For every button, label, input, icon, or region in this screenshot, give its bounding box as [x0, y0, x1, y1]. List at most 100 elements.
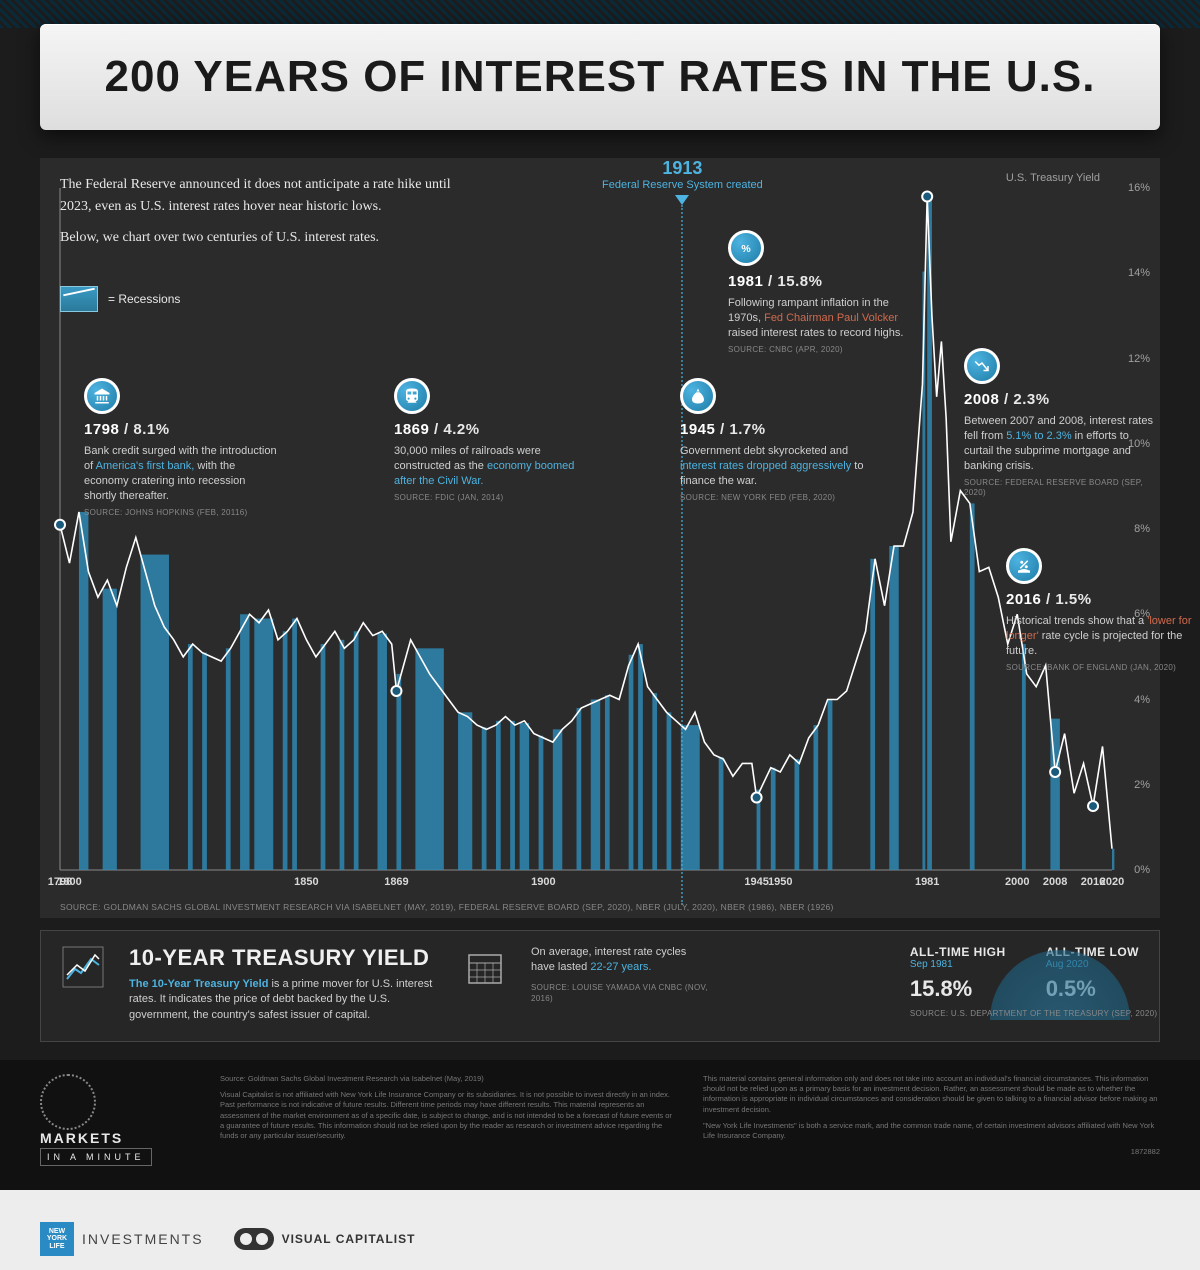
callout-source: SOURCE: NEW YORK FED (FEB, 2020) [680, 493, 875, 504]
stats-source: SOURCE: U.S. DEPARTMENT OF THE TREASURY … [910, 1009, 1158, 1018]
marker-1913-text: Federal Reserve System created [602, 179, 763, 191]
callout-body: Government debt skyrocketed and interest… [680, 444, 875, 489]
page-title: 200 YEARS OF INTEREST RATES IN THE U.S. [70, 52, 1130, 102]
x-tick-label: 1945 [744, 876, 768, 888]
new-york-life-logo: NEW YORK LIFE INVESTMENTS [40, 1222, 204, 1256]
callout-source: SOURCE: BANK OF ENGLAND (JAN, 2020) [1006, 663, 1200, 674]
treasury-description: The 10-Year Treasury Yield is a prime mo… [129, 977, 439, 1023]
footer-ref: 1872882 [703, 1147, 1160, 1157]
callout-source: SOURCE: FEDERAL RESERVE BOARD (SEP, 2020… [964, 478, 1159, 500]
footer-logos-bar: NEW YORK LIFE INVESTMENTS VISUAL CAPITAL… [0, 1190, 1200, 1270]
callout-body: 30,000 miles of railroads were construct… [394, 444, 589, 489]
treasury-desc-highlight: The 10-Year Treasury Yield [129, 978, 268, 990]
callout-1798: 1798 / 8.1% Bank credit surged with the … [84, 378, 279, 518]
recession-legend-label: = Recessions [108, 292, 180, 306]
treasury-col-2: On average, interest rate cycles have la… [531, 945, 711, 1004]
high-date: Sep 1981 [910, 959, 1006, 970]
crash-icon [964, 348, 1000, 384]
markets-sub: IN A MINUTE [40, 1148, 152, 1166]
treasury-stats: ALL-TIME HIGH Sep 1981 15.8% ALL-TIME LO… [910, 945, 1139, 1002]
y-tick-label: 16% [1128, 182, 1150, 194]
callout-source: SOURCE: JOHNS HOPKINS (FEB, 20116) [84, 508, 279, 519]
y-tick-label: 0% [1134, 864, 1150, 876]
callout-2008: 2008 / 2.3% Between 2007 and 2008, inter… [964, 348, 1159, 499]
treasury-col-1: 10-YEAR TREASURY YIELD The 10-Year Treas… [129, 945, 439, 1023]
disclaimer-text: Source: Goldman Sachs Global Investment … [220, 1074, 1160, 1157]
percent-icon: % [728, 230, 764, 266]
x-tick-label: 1869 [384, 876, 408, 888]
disclaimer-p3: "New York Life Investments" is both a se… [703, 1121, 1160, 1141]
nyl-text: INVESTMENTS [82, 1231, 204, 1247]
intro-p1: The Federal Reserve announced it does no… [60, 174, 480, 217]
callout-source: SOURCE: FDIC (JAN, 2014) [394, 493, 589, 504]
train-icon [394, 378, 430, 414]
callout-body: Following rampant inflation in the 1970s… [728, 296, 923, 341]
interest-rate-chart [40, 158, 1160, 918]
recession-swatch-icon [60, 286, 98, 312]
footer: MARKETS IN A MINUTE Source: Goldman Sachs… [0, 1060, 1200, 1190]
vc-mask-icon [234, 1228, 274, 1250]
chart-source: SOURCE: GOLDMAN SACHS GLOBAL INVESTMENT … [60, 902, 1140, 912]
x-tick-label: 2020 [1100, 876, 1124, 888]
x-tick-label: 1900 [531, 876, 555, 888]
intro-p2: Below, we chart over two centuries of U.… [60, 227, 480, 249]
all-time-high: ALL-TIME HIGH Sep 1981 15.8% [910, 945, 1006, 1002]
callout-headline: 2016 / 1.5% [1006, 590, 1200, 610]
footer-source-line: Source: Goldman Sachs Global Investment … [220, 1074, 677, 1084]
hand-percent-icon [1006, 548, 1042, 584]
callout-body: Between 2007 and 2008, interest rates fe… [964, 414, 1159, 473]
callout-headline: 1945 / 1.7% [680, 420, 875, 440]
svg-text:%: % [741, 243, 751, 255]
calendar-icon [463, 945, 507, 989]
dotted-ring-icon [40, 1074, 96, 1130]
x-tick-label: 1800 [57, 876, 81, 888]
high-label: ALL-TIME HIGH [910, 945, 1006, 959]
line-chart-icon [61, 945, 105, 989]
moneybag-icon [680, 378, 716, 414]
footer-top-row: MARKETS IN A MINUTE Source: Goldman Sachs… [40, 1074, 1160, 1166]
callout-headline: 1798 / 8.1% [84, 420, 279, 440]
y-axis-title: U.S. Treasury Yield [1006, 172, 1100, 184]
y-tick-label: 8% [1134, 523, 1150, 535]
y-tick-label: 4% [1134, 694, 1150, 706]
x-tick-label: 1981 [915, 876, 939, 888]
cycle-text-highlight: 22-27 years. [590, 961, 651, 973]
recession-legend: = Recessions [60, 286, 180, 312]
intro-text: The Federal Reserve announced it does no… [60, 174, 480, 259]
callout-source: SOURCE: CNBC (APR, 2020) [728, 345, 923, 356]
vc-text: VISUAL CAPITALIST [282, 1232, 416, 1246]
callout-headline: 1869 / 4.2% [394, 420, 589, 440]
bank-icon [84, 378, 120, 414]
disclaimer-p1: Visual Capitalist is not affiliated with… [220, 1090, 677, 1141]
x-tick-label: 2000 [1005, 876, 1029, 888]
visual-capitalist-logo: VISUAL CAPITALIST [234, 1228, 416, 1250]
callout-body: Historical trends show that a 'lower for… [1006, 614, 1200, 659]
markets-in-a-minute-logo: MARKETS IN A MINUTE [40, 1074, 190, 1166]
callout-1945: 1945 / 1.7% Government debt skyrocketed … [680, 378, 875, 504]
y-axis-ticks: 0%2%4%6%8%10%12%14%16% [1112, 158, 1150, 870]
marker-1913-year: 1913 [602, 158, 763, 179]
callout-body: Bank credit surged with the introduction… [84, 444, 279, 503]
triangle-down-icon [675, 195, 689, 205]
y-tick-label: 2% [1134, 779, 1150, 791]
callout-headline: 2008 / 2.3% [964, 390, 1159, 410]
marker-1913-line [681, 205, 683, 905]
x-tick-label: 1850 [294, 876, 318, 888]
x-tick-label: 2008 [1043, 876, 1067, 888]
title-bar: 200 YEARS OF INTEREST RATES IN THE U.S. [40, 24, 1160, 130]
x-tick-label: 1950 [768, 876, 792, 888]
treasury-title: 10-YEAR TREASURY YIELD [129, 945, 439, 971]
cycle-source: SOURCE: LOUISE YAMADA VIA CNBC (NOV, 201… [531, 982, 711, 1004]
x-axis-labels: 1798180018501869190019451950198120002008… [40, 876, 1112, 892]
nyl-square-icon: NEW YORK LIFE [40, 1222, 74, 1256]
disclaimer-p2: This material contains general informati… [703, 1074, 1160, 1115]
treasury-yield-box: 10-YEAR TREASURY YIELD The 10-Year Treas… [40, 930, 1160, 1042]
y-tick-label: 14% [1128, 267, 1150, 279]
callout-headline: 1981 / 15.8% [728, 272, 923, 292]
main-chart-area: The Federal Reserve announced it does no… [40, 158, 1160, 918]
callout-1869: 1869 / 4.2% 30,000 miles of railroads we… [394, 378, 589, 504]
callout-1981: % 1981 / 15.8% Following rampant inflati… [728, 230, 923, 356]
markets-label: MARKETS [40, 1130, 123, 1146]
callout-2016: 2016 / 1.5% Historical trends show that … [1006, 548, 1200, 674]
high-value: 15.8% [910, 976, 1006, 1002]
